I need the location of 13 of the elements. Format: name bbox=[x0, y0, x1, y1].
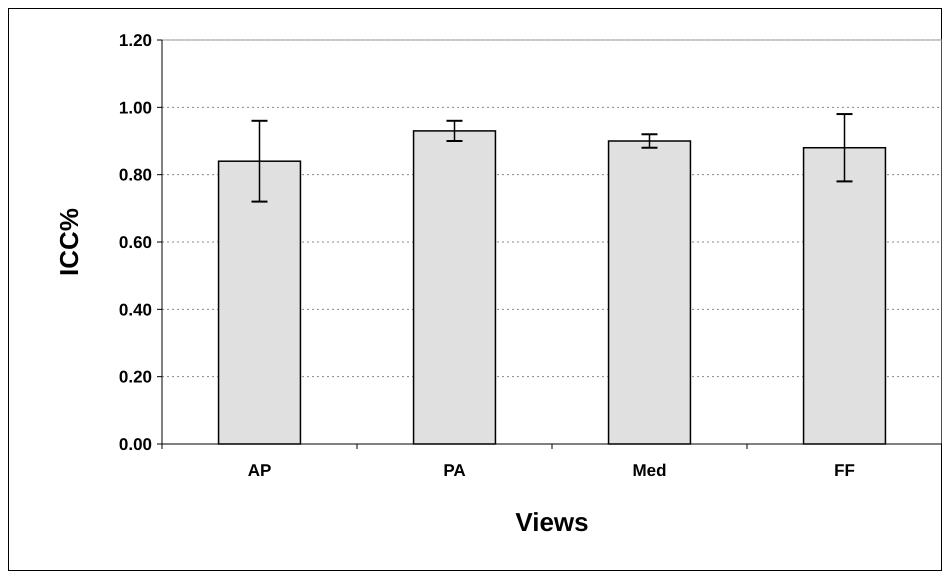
y-tick-label: 0.00 bbox=[118, 434, 152, 454]
x-tick-label: Med bbox=[632, 461, 666, 480]
y-tick-label: 1.20 bbox=[118, 30, 152, 50]
y-tick-label: 0.20 bbox=[118, 368, 152, 387]
y-axis-title: ICC% bbox=[54, 208, 84, 276]
y-tick-label: 0.60 bbox=[118, 232, 152, 252]
x-tick-label: FF bbox=[834, 461, 855, 480]
y-tick-label: 1.00 bbox=[118, 98, 152, 118]
x-axis-title: Views bbox=[515, 507, 589, 537]
x-tick-label: AP bbox=[248, 461, 272, 480]
y-tick-label: 0.40 bbox=[118, 300, 152, 320]
x-tick-label: PA bbox=[443, 461, 466, 480]
y-tick-label: 0.80 bbox=[118, 166, 152, 185]
